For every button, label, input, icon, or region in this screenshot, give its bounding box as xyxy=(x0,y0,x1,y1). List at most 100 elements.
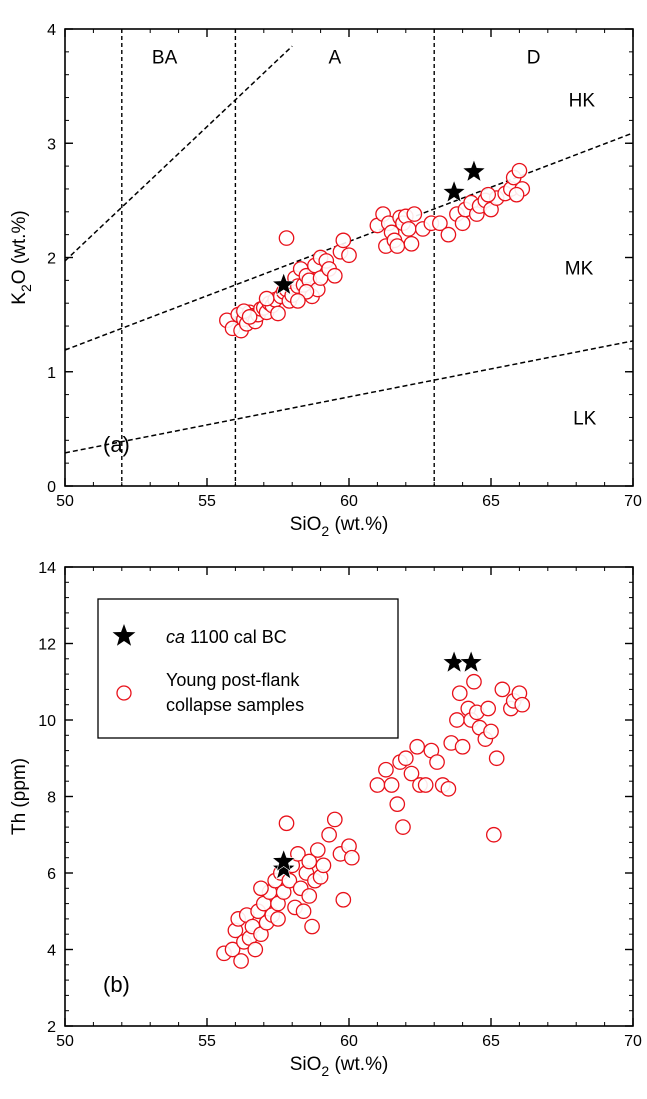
data-point-circle xyxy=(406,206,423,222)
data-point-circle xyxy=(278,230,295,246)
data-point-circle xyxy=(241,309,258,325)
data-point-circle xyxy=(508,186,525,203)
y-tick-label: 0 xyxy=(47,479,56,496)
data-point-circle xyxy=(488,750,505,767)
data-point-circle xyxy=(403,235,420,252)
data-point-circle xyxy=(389,796,406,813)
data-point-star xyxy=(271,848,296,872)
data-point-circle xyxy=(224,941,241,958)
data-point-circle xyxy=(389,238,406,254)
y-tick-label: 2 xyxy=(47,1019,56,1036)
data-point-star xyxy=(458,649,484,674)
data-point-circle xyxy=(378,761,394,778)
y-tick-label: 4 xyxy=(47,943,56,960)
legend-entry-ca-1100-cal-bc: ca 1100 cal BC xyxy=(166,627,287,647)
data-point-circle xyxy=(395,819,411,835)
data-point-circle xyxy=(258,290,275,307)
data-point-circle xyxy=(409,738,426,755)
y-tick-label: 2 xyxy=(47,251,56,268)
y-tick-label: 1 xyxy=(47,365,56,382)
y-tick-label: 10 xyxy=(38,713,56,730)
data-point-star xyxy=(271,856,296,880)
data-point-circle xyxy=(253,880,269,897)
x-tick-label: 60 xyxy=(340,1033,358,1050)
data-point-circle xyxy=(400,221,417,237)
legend-entry-young-line2: collapse samples xyxy=(166,695,304,715)
field-label-andesite: A xyxy=(328,47,341,68)
legend-marker-circle xyxy=(116,685,132,701)
legend-entry-young-line1: Young post-flank xyxy=(166,670,300,690)
data-point-circle xyxy=(304,918,320,935)
x-axis-label-rest: (wt.%) xyxy=(329,1054,388,1075)
x-axis-label-rest: (wt.%) xyxy=(329,514,388,535)
series-young-post-flank-collapse xyxy=(216,673,531,969)
x-tick-label: 55 xyxy=(198,1033,216,1050)
x-tick-label: 65 xyxy=(482,493,500,510)
legend-marker-star xyxy=(112,624,136,646)
panel-label: (b) xyxy=(103,972,130,997)
data-point-circle xyxy=(403,765,420,782)
data-point-circle xyxy=(451,685,468,702)
data-point-circle xyxy=(335,232,352,249)
data-point-circle xyxy=(315,857,332,874)
x-tick-label: 60 xyxy=(340,493,358,510)
legend-box xyxy=(97,598,399,739)
data-point-circle xyxy=(247,941,264,958)
data-point-circle xyxy=(480,700,497,717)
data-point-circle xyxy=(417,777,434,793)
x-axis-label: SiO2 (wt.%) xyxy=(290,1054,389,1079)
x-tick-label: 50 xyxy=(56,1033,74,1050)
x-tick-label: 70 xyxy=(624,493,642,510)
legend: ca 1100 cal BC Young post-flank collapse s… xyxy=(97,598,399,739)
x-axis-label-base: SiO xyxy=(290,1054,322,1075)
y-tick-label: 12 xyxy=(38,637,56,654)
data-point-circle xyxy=(432,215,448,232)
x-axis-label-base: SiO xyxy=(290,514,322,535)
data-point-circle xyxy=(290,846,306,862)
data-point-circle xyxy=(343,849,360,866)
data-point-circle xyxy=(309,842,326,858)
data-point-circle xyxy=(290,293,306,309)
data-point-circle xyxy=(341,247,357,264)
data-point-circle xyxy=(485,826,502,843)
data-point-circle xyxy=(466,673,482,690)
k2o-boundary-line-lk xyxy=(65,340,633,454)
data-point-circle xyxy=(369,777,386,793)
series-young-post-flank-collapse xyxy=(219,162,531,339)
y-axis-label-base: Th (ppm) xyxy=(9,758,30,835)
x-tick-label: 50 xyxy=(56,493,74,510)
data-point-circle xyxy=(301,888,318,904)
y-tick-label: 3 xyxy=(47,136,56,153)
data-point-circle xyxy=(335,891,352,908)
y-tick-label: 6 xyxy=(47,866,56,883)
x-tick-label: 55 xyxy=(198,493,216,510)
data-point-circle xyxy=(449,712,465,728)
x-axis-label: SiO2 (wt.%) xyxy=(290,514,389,539)
y-tick-label: 8 xyxy=(47,790,56,807)
series-ca-1100-cal-bc xyxy=(271,649,484,880)
data-point-circle xyxy=(295,903,312,920)
data-point-circle xyxy=(440,780,457,797)
y-axis-label-sub: 2 xyxy=(18,284,34,292)
data-point-circle xyxy=(514,696,531,713)
field-label-dacite: D xyxy=(527,47,541,68)
data-point-star xyxy=(461,158,487,183)
field-label-basaltic-andesite: BA xyxy=(152,47,178,68)
x-tick-label: 65 xyxy=(482,1033,500,1050)
y-tick-label: 4 xyxy=(47,22,56,39)
legend-entry-rest: 1100 cal BC xyxy=(185,627,287,647)
data-point-circle xyxy=(454,215,471,232)
x-tick-label: 70 xyxy=(624,1033,642,1050)
data-point-circle xyxy=(321,826,337,843)
legend-entry-italic: ca xyxy=(166,627,185,647)
data-point-star xyxy=(271,272,296,296)
y-axis-label-base: K xyxy=(9,292,30,305)
panel-label: (a) xyxy=(103,432,130,457)
field-label-high-k: HK xyxy=(569,91,596,112)
y-axis-label: K2O (wt.%) xyxy=(9,210,34,304)
data-point-circle xyxy=(440,226,457,243)
field-label-low-k: LK xyxy=(573,408,597,429)
